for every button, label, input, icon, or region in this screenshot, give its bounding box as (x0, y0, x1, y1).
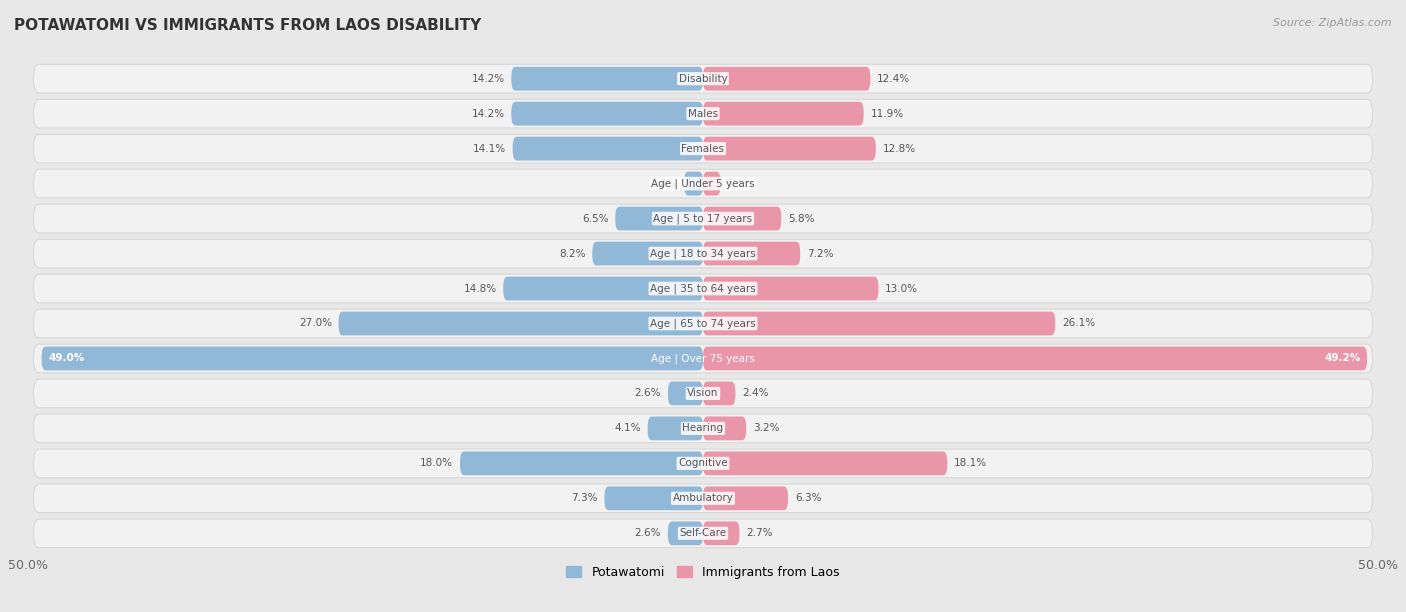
Text: 18.0%: 18.0% (420, 458, 453, 468)
FancyBboxPatch shape (34, 170, 1372, 198)
FancyBboxPatch shape (703, 136, 876, 160)
FancyBboxPatch shape (34, 344, 1372, 373)
Text: Source: ZipAtlas.com: Source: ZipAtlas.com (1274, 18, 1392, 28)
FancyBboxPatch shape (648, 417, 703, 440)
Text: 18.1%: 18.1% (955, 458, 987, 468)
FancyBboxPatch shape (592, 242, 703, 266)
FancyBboxPatch shape (34, 484, 1372, 513)
Text: 26.1%: 26.1% (1062, 318, 1095, 329)
FancyBboxPatch shape (616, 207, 703, 231)
FancyBboxPatch shape (703, 521, 740, 545)
Text: 2.7%: 2.7% (747, 528, 773, 539)
FancyBboxPatch shape (34, 134, 1372, 163)
FancyBboxPatch shape (703, 381, 735, 405)
FancyBboxPatch shape (503, 277, 703, 300)
Text: Hearing: Hearing (682, 424, 724, 433)
FancyBboxPatch shape (703, 172, 720, 195)
FancyBboxPatch shape (703, 452, 948, 476)
Text: 6.5%: 6.5% (582, 214, 609, 223)
Text: 14.2%: 14.2% (471, 109, 505, 119)
FancyBboxPatch shape (703, 417, 747, 440)
FancyBboxPatch shape (703, 312, 1056, 335)
Text: 2.6%: 2.6% (634, 528, 661, 539)
Text: 8.2%: 8.2% (560, 248, 585, 258)
Text: 12.8%: 12.8% (883, 144, 915, 154)
Text: Age | 5 to 17 years: Age | 5 to 17 years (654, 214, 752, 224)
Text: Age | Under 5 years: Age | Under 5 years (651, 178, 755, 189)
Text: 7.3%: 7.3% (571, 493, 598, 503)
FancyBboxPatch shape (703, 207, 782, 231)
FancyBboxPatch shape (34, 64, 1372, 93)
Text: POTAWATOMI VS IMMIGRANTS FROM LAOS DISABILITY: POTAWATOMI VS IMMIGRANTS FROM LAOS DISAB… (14, 18, 481, 34)
FancyBboxPatch shape (703, 487, 787, 510)
Text: 5.8%: 5.8% (787, 214, 814, 223)
Text: 49.0%: 49.0% (48, 354, 84, 364)
FancyBboxPatch shape (605, 487, 703, 510)
FancyBboxPatch shape (703, 277, 879, 300)
FancyBboxPatch shape (34, 519, 1372, 548)
Text: Cognitive: Cognitive (678, 458, 728, 468)
FancyBboxPatch shape (512, 102, 703, 125)
Text: Self-Care: Self-Care (679, 528, 727, 539)
Text: 11.9%: 11.9% (870, 109, 904, 119)
Text: 7.2%: 7.2% (807, 248, 834, 258)
FancyBboxPatch shape (703, 67, 870, 91)
FancyBboxPatch shape (668, 521, 703, 545)
Text: 4.1%: 4.1% (614, 424, 641, 433)
FancyBboxPatch shape (460, 452, 703, 476)
Text: 14.8%: 14.8% (464, 283, 496, 294)
Text: Age | 65 to 74 years: Age | 65 to 74 years (650, 318, 756, 329)
Text: Ambulatory: Ambulatory (672, 493, 734, 503)
FancyBboxPatch shape (339, 312, 703, 335)
FancyBboxPatch shape (34, 449, 1372, 478)
Text: 13.0%: 13.0% (886, 283, 918, 294)
Text: 12.4%: 12.4% (877, 73, 910, 84)
FancyBboxPatch shape (34, 274, 1372, 303)
Text: 1.4%: 1.4% (651, 179, 678, 188)
Text: 6.3%: 6.3% (794, 493, 821, 503)
Text: 2.4%: 2.4% (742, 389, 769, 398)
Text: Females: Females (682, 144, 724, 154)
FancyBboxPatch shape (703, 346, 1367, 370)
FancyBboxPatch shape (34, 414, 1372, 442)
Text: Age | 18 to 34 years: Age | 18 to 34 years (650, 248, 756, 259)
FancyBboxPatch shape (668, 381, 703, 405)
Text: Vision: Vision (688, 389, 718, 398)
FancyBboxPatch shape (34, 204, 1372, 233)
Text: 14.2%: 14.2% (471, 73, 505, 84)
Text: 14.1%: 14.1% (472, 144, 506, 154)
Text: Age | 35 to 64 years: Age | 35 to 64 years (650, 283, 756, 294)
Text: Disability: Disability (679, 73, 727, 84)
FancyBboxPatch shape (685, 172, 703, 195)
FancyBboxPatch shape (703, 102, 863, 125)
Text: Age | Over 75 years: Age | Over 75 years (651, 353, 755, 364)
Text: 27.0%: 27.0% (299, 318, 332, 329)
Text: 1.3%: 1.3% (727, 179, 754, 188)
FancyBboxPatch shape (42, 346, 703, 370)
Text: Males: Males (688, 109, 718, 119)
FancyBboxPatch shape (34, 239, 1372, 268)
Text: 3.2%: 3.2% (754, 424, 779, 433)
Text: 49.2%: 49.2% (1324, 354, 1361, 364)
FancyBboxPatch shape (34, 309, 1372, 338)
FancyBboxPatch shape (34, 379, 1372, 408)
Text: 2.6%: 2.6% (634, 389, 661, 398)
FancyBboxPatch shape (513, 136, 703, 160)
Legend: Potawatomi, Immigrants from Laos: Potawatomi, Immigrants from Laos (561, 561, 845, 584)
FancyBboxPatch shape (34, 99, 1372, 128)
FancyBboxPatch shape (703, 242, 800, 266)
FancyBboxPatch shape (512, 67, 703, 91)
